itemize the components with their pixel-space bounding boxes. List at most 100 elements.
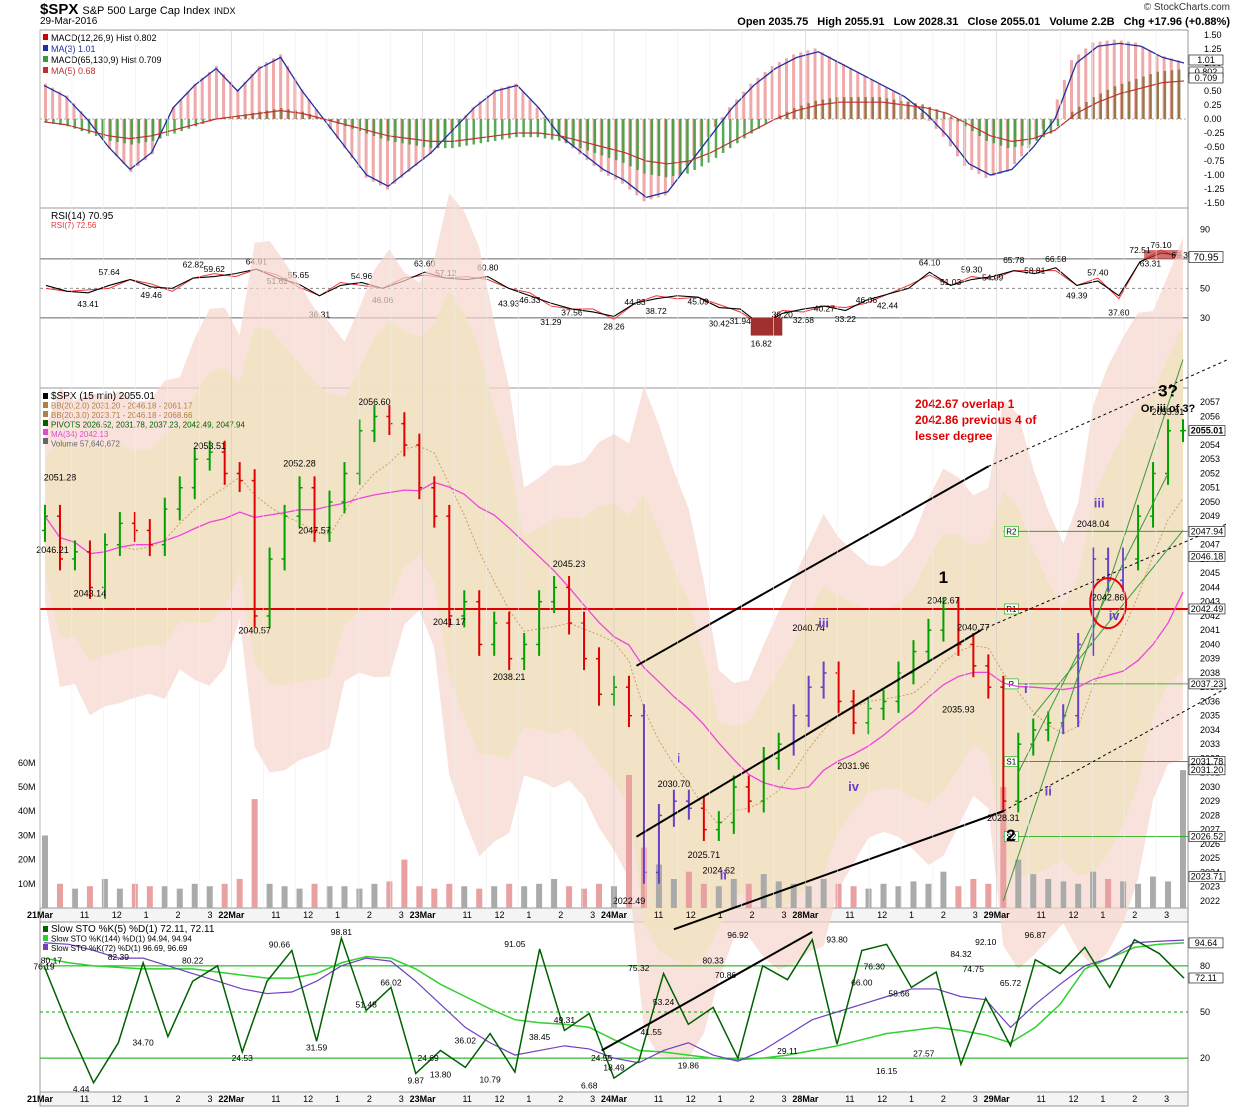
price-right-label: 2031.78 bbox=[1191, 757, 1224, 767]
macd-hist2-bar bbox=[422, 119, 426, 147]
macd-hist-bar bbox=[500, 87, 503, 119]
macd-hist-bar bbox=[514, 83, 518, 119]
macd-tick-label: 0.00 bbox=[1204, 114, 1222, 124]
macd-hist2-bar bbox=[636, 119, 639, 170]
price-annotation: 2022.49 bbox=[613, 896, 646, 906]
chart-date: 29-Mar-2016 bbox=[40, 16, 98, 27]
sto-tick-label: 80 bbox=[1200, 961, 1210, 971]
volume-bar bbox=[1135, 883, 1142, 908]
x-axis-label: 3 bbox=[781, 910, 786, 920]
price-tick-label: 2040 bbox=[1200, 639, 1220, 649]
volume-bar bbox=[790, 883, 797, 908]
price-bar bbox=[206, 440, 213, 471]
macd-hist2-bar bbox=[1085, 102, 1088, 119]
volume-bar bbox=[805, 886, 812, 908]
price-right-label: 2046.18 bbox=[1191, 551, 1224, 561]
price-tick-label: 2025 bbox=[1200, 853, 1220, 863]
macd-hist2-bar bbox=[786, 111, 789, 119]
macd-hist2-bar bbox=[565, 119, 568, 144]
x-axis-label: 11 bbox=[463, 910, 472, 920]
price-bar bbox=[86, 540, 93, 599]
price-bar bbox=[1180, 419, 1186, 443]
macd-hist-bar bbox=[129, 119, 133, 172]
macd-hist2-bar bbox=[45, 119, 48, 123]
volume-bar bbox=[670, 878, 677, 908]
price-right-label: 2047.94 bbox=[1191, 526, 1224, 536]
sto-annotation: 16.15 bbox=[876, 1066, 898, 1076]
volume-bar bbox=[431, 888, 438, 908]
price-annotation: 2030.70 bbox=[658, 779, 691, 789]
price-right-label: 2037.23 bbox=[1191, 679, 1224, 689]
x-axis-label-bottom: 23Mar bbox=[410, 1094, 437, 1104]
macd-hist2-bar bbox=[800, 105, 803, 119]
price-bar bbox=[625, 675, 632, 728]
macd-hist2-bar bbox=[600, 119, 604, 156]
macd-hist-bar bbox=[535, 107, 539, 119]
rsi-annotation: 43.93 bbox=[498, 298, 520, 308]
x-axis-label-bottom: 12 bbox=[1068, 1094, 1078, 1104]
macd-hist2-bar bbox=[123, 119, 126, 144]
macd-hist-bar bbox=[528, 99, 532, 119]
price-tick-label: 2050 bbox=[1200, 497, 1220, 507]
macd-hist2-bar bbox=[144, 119, 148, 143]
volume-bar bbox=[71, 888, 78, 908]
macd-hist-bar bbox=[820, 52, 824, 119]
price-tick-label: 2039 bbox=[1200, 654, 1220, 664]
volume-bar bbox=[1165, 881, 1172, 908]
macd-hist-bar bbox=[300, 89, 304, 119]
volume-bar bbox=[1180, 770, 1186, 908]
x-axis-label-bottom: 12 bbox=[303, 1094, 313, 1104]
sto-annotation: 24.69 bbox=[417, 1053, 439, 1063]
macd-hist2-bar bbox=[244, 114, 247, 119]
macd-last-box bbox=[1188, 54, 1224, 66]
macd-hist2-bar bbox=[992, 119, 996, 144]
price-tick-label: 2023 bbox=[1200, 882, 1220, 892]
sto-legend-item: Slow STO %K(72) %D(1) 96.69, 96.69 bbox=[51, 944, 188, 953]
price-bar bbox=[311, 476, 318, 542]
macd-hist2-bar bbox=[501, 119, 504, 140]
volume-bar bbox=[56, 883, 63, 908]
sto-annotation: 84.32 bbox=[950, 949, 972, 959]
macd-hist2-bar bbox=[159, 119, 162, 139]
sto-annotation: 76.19 bbox=[33, 962, 55, 972]
macd-hist2-bar bbox=[679, 119, 682, 175]
x-axis-label-bottom: 2 bbox=[558, 1094, 563, 1104]
macd-hist-bar bbox=[813, 48, 817, 119]
price-tick-label: 2042 bbox=[1200, 611, 1220, 621]
macd-hist-bar bbox=[393, 119, 397, 184]
price-bar bbox=[566, 576, 573, 635]
x-axis-label: 11 bbox=[271, 910, 280, 920]
macd-hist-bar bbox=[329, 119, 332, 129]
macd-tick-label: -1.00 bbox=[1204, 170, 1225, 180]
macd-hist2-bar bbox=[1092, 97, 1095, 119]
price-tick-label: 2022 bbox=[1200, 896, 1220, 906]
x-axis-label-bottom: 2 bbox=[941, 1094, 946, 1104]
macd-hist2-bar bbox=[978, 119, 981, 136]
x-axis-label-bottom: 3 bbox=[1164, 1094, 1169, 1104]
x-axis-label-bottom: 3 bbox=[399, 1094, 404, 1104]
x-axis-label: 24Mar bbox=[601, 910, 628, 920]
price-last-box bbox=[1188, 603, 1226, 615]
sto-annotation: 18.49 bbox=[603, 1062, 625, 1072]
rsi-annotation: 57.40 bbox=[1087, 267, 1109, 277]
macd-hist2-bar bbox=[850, 97, 853, 119]
price-bar bbox=[476, 590, 483, 656]
volume-tick-label: 20M bbox=[18, 855, 36, 865]
macd-hist2-bar bbox=[729, 119, 732, 149]
macd-hist-bar bbox=[58, 91, 62, 119]
price-tick-label: 2044 bbox=[1200, 582, 1220, 592]
x-axis-label-bottom: 11 bbox=[654, 1094, 663, 1104]
channel-line bbox=[1032, 530, 1184, 716]
sto-annotation: 92.10 bbox=[975, 937, 997, 947]
macd-hist-bar bbox=[364, 119, 368, 178]
price-annotation: 2053.51 bbox=[193, 441, 226, 451]
macd-hist2-bar bbox=[237, 115, 240, 119]
pivot-tag: S2 bbox=[1006, 832, 1016, 841]
macd-hist2-bar bbox=[415, 119, 418, 146]
macd-hist-bar bbox=[1084, 48, 1088, 119]
volume-bar bbox=[386, 881, 393, 908]
x-axis-label-bottom: 1 bbox=[335, 1094, 340, 1104]
price-bar bbox=[820, 661, 827, 699]
macd-tick-label: 1.50 bbox=[1204, 30, 1222, 40]
macd-hist2-bar bbox=[672, 119, 675, 177]
